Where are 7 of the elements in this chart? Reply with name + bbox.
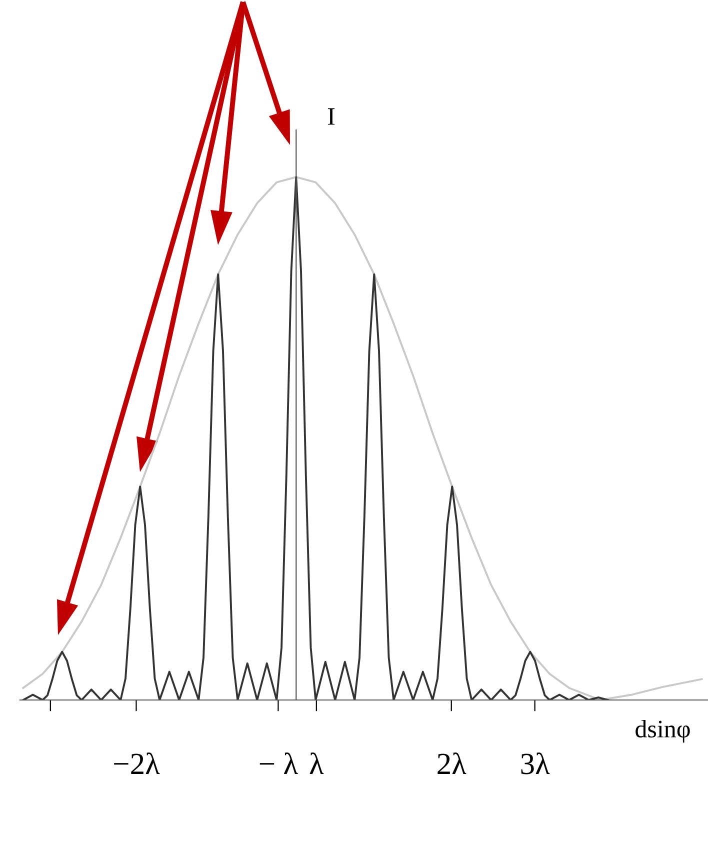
x-tick-label: −2λ xyxy=(114,752,160,774)
x-axis-title: dsinφ xyxy=(636,720,690,743)
x-tick-label: 3λ xyxy=(521,752,550,774)
x-tick-label: λ xyxy=(310,752,324,774)
x-tick-label: 2λ xyxy=(438,752,466,774)
x-tick-label: − λ xyxy=(260,752,298,774)
y-axis-title: I xyxy=(328,108,335,125)
